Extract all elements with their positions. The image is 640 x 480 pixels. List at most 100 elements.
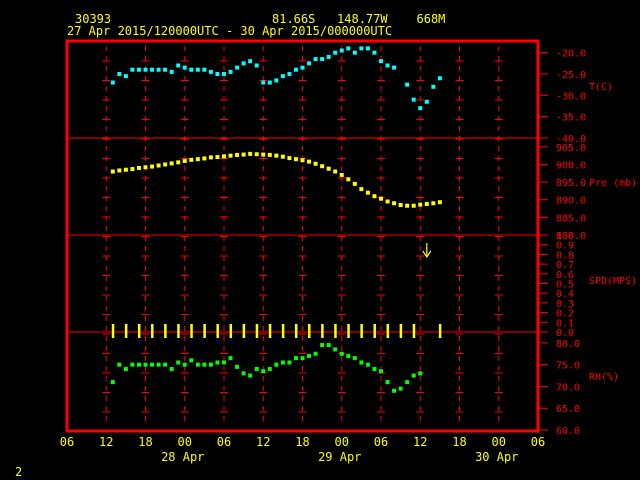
pressure-point: [130, 167, 135, 172]
temperature-point: [267, 80, 272, 85]
temperature-point: [313, 57, 318, 62]
temperature-point: [274, 78, 279, 83]
grid-group: [102, 46, 503, 426]
pressure-point: [333, 169, 338, 174]
humidity-point: [202, 362, 207, 367]
x-hour-label: 00: [178, 435, 192, 449]
y-tick-label: 0.3: [556, 299, 574, 310]
humidity-point: [215, 360, 220, 365]
y-tick-label: 0.8: [556, 250, 574, 261]
humidity-point: [150, 362, 155, 367]
temperature-point: [136, 67, 141, 72]
temperature-point: [326, 54, 331, 59]
x-hour-label: 06: [374, 435, 388, 449]
y-tick-label: 0.1: [556, 318, 574, 329]
pressure-point: [385, 199, 390, 204]
temperature-point: [202, 67, 207, 72]
wind-barb: [386, 324, 390, 338]
humidity-point: [143, 362, 148, 367]
wind-barb: [177, 324, 180, 338]
temperature-point: [352, 50, 357, 55]
wind-barb: [203, 324, 206, 338]
wind-barb: [111, 324, 115, 338]
y-tick-label: 1.0: [556, 231, 574, 242]
pressure-point: [254, 152, 259, 157]
x-hour-label: 12: [256, 435, 270, 449]
pressure-point: [411, 203, 416, 208]
pressure-point: [169, 161, 174, 166]
wind-barb: [164, 324, 167, 338]
wind-barb: [399, 324, 403, 338]
wind-barb: [373, 324, 376, 338]
humidity-point: [110, 380, 115, 385]
pressure-point: [287, 156, 292, 161]
pressure-point: [123, 167, 128, 172]
humidity-point: [241, 371, 246, 376]
wind-barb: [137, 324, 141, 338]
pressure-point: [136, 165, 141, 170]
x-date-label: 29 Apr: [318, 450, 361, 464]
x-hour-label: 00: [335, 435, 349, 449]
y-tick-label: 80.0: [556, 339, 580, 350]
humidity-point: [320, 343, 325, 348]
humidity-point: [379, 369, 383, 374]
temperature-point: [117, 72, 122, 76]
humidity-point: [235, 364, 240, 369]
temperature-point: [208, 69, 213, 74]
pressure-point: [293, 157, 298, 162]
humidity-point: [123, 367, 128, 372]
pressure-point: [110, 169, 115, 174]
temperature-point: [300, 65, 305, 70]
x-hour-label: 12: [99, 435, 113, 449]
pressure-point: [189, 157, 194, 162]
pressure-point: [163, 162, 168, 167]
wind-barb: [151, 324, 154, 338]
temperature-point: [411, 97, 416, 102]
x-hour-label: 06: [531, 435, 545, 449]
wind-barb: [438, 324, 442, 338]
y-tick-label: 0.7: [556, 260, 574, 271]
temperature-point: [261, 80, 266, 85]
humidity-point: [280, 360, 285, 365]
pressure-point: [372, 194, 377, 199]
plot-frame: [65, 39, 540, 433]
temperature-point: [123, 74, 128, 79]
temperature-point: [228, 69, 233, 74]
wind-barb: [308, 324, 311, 338]
y-tick-label: 60.0: [556, 426, 580, 437]
humidity-point: [326, 343, 331, 348]
y-tick-label: -40.0: [556, 134, 586, 145]
humidity-point: [163, 362, 168, 367]
y-tick-label: -30.0: [556, 91, 586, 102]
humidity-point: [208, 362, 213, 367]
temperature-point: [176, 63, 181, 68]
panel-label: T(C): [589, 82, 613, 93]
humidity-point: [405, 380, 410, 385]
time-range: 27 Apr 2015/120000UTC - 30 Apr 2015/0000…: [67, 24, 392, 38]
humidity-point: [385, 380, 390, 385]
temperature-point: [424, 99, 429, 104]
humidity-point: [372, 367, 377, 372]
temperature-point: [130, 67, 135, 72]
x-axis-labels: 06 12 18 00 06 12 18 00 06 12 18 00 06 28 Apr 29 Apr 30…: [60, 435, 545, 464]
panel-labels: T(C) Pre (mb) SPD(MPS) RH(%): [589, 82, 637, 383]
pressure-point: [182, 158, 187, 163]
temperature-point: [392, 65, 397, 70]
humidity-point: [346, 353, 351, 358]
pressure-point: [418, 202, 423, 207]
pressure-point: [143, 165, 148, 170]
wind-barb: [242, 324, 246, 338]
pressure-point: [379, 196, 383, 201]
temperature-point: [437, 76, 442, 81]
temperature-point: [339, 48, 344, 53]
wind-barb: [412, 324, 416, 338]
pressure-point: [235, 152, 240, 157]
temperature-point: [222, 72, 226, 76]
wind-barb: [124, 324, 128, 338]
wind-barb: [281, 324, 285, 338]
y-tick-label: 885.0: [556, 213, 586, 224]
wind-barb: [255, 324, 259, 338]
wind-barb: [321, 324, 324, 338]
humidity-point: [274, 362, 279, 367]
temperature-point: [150, 67, 155, 72]
